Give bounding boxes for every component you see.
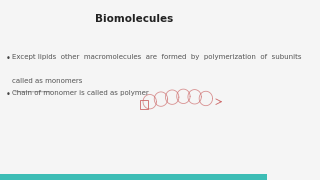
Text: Chain of monomer is called as polymer: Chain of monomer is called as polymer xyxy=(12,90,149,96)
Text: •: • xyxy=(5,54,10,63)
Text: called as monomers: called as monomers xyxy=(12,78,83,84)
FancyBboxPatch shape xyxy=(0,174,267,180)
Text: Except lipids  other  macromolecules  are  formed  by  polymerization  of  subun: Except lipids other macromolecules are f… xyxy=(12,54,301,60)
Text: •: • xyxy=(5,90,10,99)
Text: Biomolecules: Biomolecules xyxy=(94,14,173,24)
